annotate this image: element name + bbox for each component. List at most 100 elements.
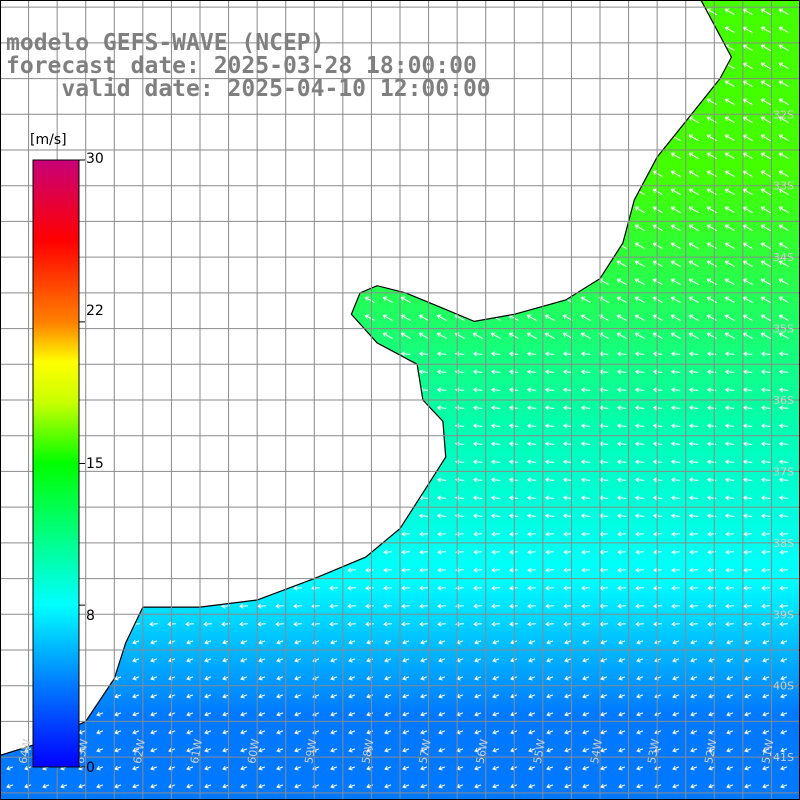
- wind-arrow: [258, 657, 266, 663]
- wind-arrow: [563, 549, 572, 555]
- wind-arrow: [580, 405, 591, 411]
- wind-arrow: [438, 729, 446, 735]
- wind-arrow: [600, 639, 608, 645]
- wind-arrow: [492, 747, 500, 753]
- wind-arrow: [400, 332, 411, 340]
- wind-arrow: [582, 693, 590, 699]
- wind-arrow: [581, 567, 590, 573]
- wind-arrow: [402, 711, 410, 717]
- wind-arrow: [240, 765, 248, 771]
- wind-arrow: [742, 296, 753, 304]
- wind-arrow: [78, 783, 86, 789]
- wind-arrow: [366, 639, 374, 645]
- wind-arrow: [528, 693, 536, 699]
- wind-arrow: [580, 513, 591, 519]
- wind-arrow: [762, 657, 770, 663]
- wind-arrow: [634, 188, 645, 196]
- wind-arrow: [688, 441, 699, 447]
- wind-arrow: [742, 369, 753, 375]
- wind-arrow: [240, 657, 248, 663]
- wind-arrow: [744, 693, 752, 699]
- wind-arrow: [724, 260, 735, 268]
- wind-arrow: [240, 693, 248, 699]
- wind-arrow: [204, 729, 212, 735]
- wind-arrow: [400, 351, 411, 357]
- wind-arrow: [778, 513, 789, 519]
- wind-arrow: [438, 657, 446, 663]
- wind-arrow: [330, 675, 338, 681]
- wind-arrow: [546, 747, 554, 753]
- wind-arrow: [400, 314, 411, 322]
- wind-arrow: [382, 314, 393, 322]
- wind-arrow: [652, 296, 663, 304]
- wind-arrow: [724, 369, 735, 375]
- wind-arrow: [276, 675, 284, 681]
- wind-arrow: [742, 224, 753, 232]
- wind-arrow: [330, 639, 338, 645]
- wind-arrow: [778, 26, 789, 34]
- wind-arrow: [258, 711, 266, 717]
- wind-arrow: [582, 783, 590, 789]
- wind-arrow: [652, 242, 663, 250]
- wind-arrow: [580, 441, 591, 447]
- wind-arrow: [582, 675, 590, 681]
- wind-arrow: [348, 657, 356, 663]
- wind-arrow: [204, 765, 212, 771]
- wind-arrow: [490, 495, 501, 501]
- wind-arrow: [222, 711, 230, 717]
- wind-arrow: [526, 495, 537, 501]
- wind-arrow: [742, 152, 753, 160]
- wind-arrow: [564, 675, 572, 681]
- wind-arrow: [348, 675, 356, 681]
- wind-arrow: [634, 351, 645, 357]
- wind-arrow: [437, 549, 446, 555]
- wind-arrow: [492, 693, 500, 699]
- wind-arrow: [490, 513, 501, 519]
- wind-arrow: [635, 621, 644, 627]
- wind-arrow: [150, 693, 158, 699]
- wind-arrow: [600, 765, 608, 771]
- wind-arrow: [401, 585, 410, 591]
- wind-arrow: [600, 711, 608, 717]
- wind-arrow: [743, 621, 752, 627]
- wind-arrow: [634, 405, 645, 411]
- wind-arrow: [778, 188, 789, 196]
- wind-arrow: [706, 224, 717, 232]
- wind-arrow: [402, 693, 410, 699]
- wind-arrow: [222, 657, 230, 663]
- wind-arrow: [635, 585, 644, 591]
- wind-arrow: [562, 423, 573, 429]
- wind-arrow: [294, 657, 302, 663]
- wind-arrow: [420, 675, 428, 681]
- wind-arrow: [706, 405, 717, 411]
- wind-arrow: [760, 513, 771, 519]
- wind-arrow: [420, 693, 428, 699]
- wind-arrow: [562, 477, 573, 483]
- wind-arrow: [6, 783, 14, 789]
- wind-arrow: [616, 351, 627, 357]
- lon-label: 62W: [131, 738, 148, 765]
- wind-arrow: [150, 657, 158, 663]
- wind-arrow: [743, 603, 752, 609]
- wind-arrow: [618, 675, 626, 681]
- wind-arrow: [473, 531, 482, 537]
- wind-arrow: [725, 603, 734, 609]
- wind-arrow: [132, 693, 140, 699]
- wind-arrow: [348, 783, 356, 789]
- wind-arrow: [779, 567, 788, 573]
- wind-arrow: [490, 369, 501, 375]
- wind-arrow: [420, 729, 428, 735]
- wind-arrow: [724, 459, 735, 465]
- wind-arrow: [778, 351, 789, 357]
- wind-arrow: [436, 351, 447, 357]
- wind-arrow: [760, 423, 771, 429]
- wind-arrow: [652, 369, 663, 375]
- wind-arrow: [616, 332, 627, 340]
- wind-arrow: [779, 621, 788, 627]
- wind-arrow: [472, 477, 483, 483]
- lat-label: 37S: [773, 465, 794, 478]
- wind-arrow: [473, 549, 482, 555]
- wind-arrow: [706, 441, 717, 447]
- wind-arrow: [636, 657, 644, 663]
- wind-arrow: [670, 296, 681, 304]
